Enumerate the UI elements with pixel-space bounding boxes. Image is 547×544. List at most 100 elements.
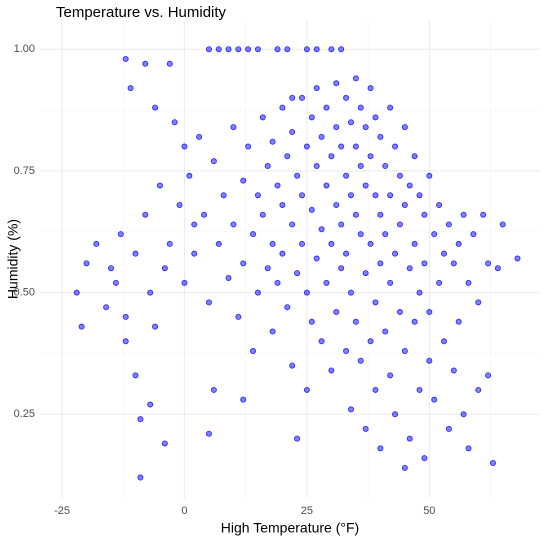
- point: [225, 274, 232, 281]
- point: [441, 250, 448, 257]
- point: [465, 279, 472, 286]
- point: [103, 304, 110, 311]
- point: [377, 260, 384, 267]
- point: [122, 55, 129, 62]
- point: [181, 143, 188, 150]
- point: [362, 124, 369, 131]
- point: [338, 265, 345, 272]
- point: [176, 201, 183, 208]
- point: [480, 211, 487, 218]
- point: [421, 260, 428, 267]
- point: [357, 104, 364, 111]
- point: [499, 221, 506, 228]
- point: [250, 231, 257, 238]
- point: [396, 172, 403, 179]
- point: [421, 211, 428, 218]
- point: [191, 221, 198, 228]
- point: [333, 201, 340, 208]
- point: [401, 464, 408, 471]
- point: [279, 250, 286, 257]
- point: [122, 338, 129, 345]
- point: [186, 172, 193, 179]
- point: [205, 46, 212, 53]
- point: [127, 85, 134, 92]
- point: [205, 299, 212, 306]
- point: [367, 240, 374, 247]
- point: [450, 367, 457, 374]
- point: [284, 46, 291, 53]
- point: [161, 440, 168, 447]
- point: [269, 138, 276, 145]
- point: [152, 104, 159, 111]
- point: [137, 474, 144, 481]
- point: [328, 240, 335, 247]
- point: [406, 435, 413, 442]
- point: [465, 445, 472, 452]
- point: [470, 231, 477, 238]
- point: [387, 104, 394, 111]
- point: [352, 143, 359, 150]
- point: [416, 289, 423, 296]
- y-tick-label: 0.25: [14, 408, 35, 420]
- point: [259, 211, 266, 218]
- y-tick-label: 1.00: [14, 43, 35, 55]
- point: [137, 416, 144, 423]
- point: [367, 338, 374, 345]
- x-axis-title: High Temperature (°F): [221, 520, 359, 536]
- point: [396, 309, 403, 316]
- point: [445, 221, 452, 228]
- point: [338, 143, 345, 150]
- point: [240, 177, 247, 184]
- point: [274, 46, 281, 53]
- point: [279, 201, 286, 208]
- point: [240, 260, 247, 267]
- point: [416, 192, 423, 199]
- point: [514, 255, 521, 262]
- point: [259, 114, 266, 121]
- point: [313, 255, 320, 262]
- point: [142, 211, 149, 218]
- point: [333, 124, 340, 131]
- point: [362, 425, 369, 432]
- y-axis-title: Humidity (%): [5, 219, 21, 299]
- point: [254, 289, 261, 296]
- point: [377, 133, 384, 140]
- point: [274, 279, 281, 286]
- point: [308, 206, 315, 213]
- point: [254, 46, 261, 53]
- point: [426, 172, 433, 179]
- point: [367, 153, 374, 160]
- point: [132, 372, 139, 379]
- point: [494, 265, 501, 272]
- point: [313, 163, 320, 170]
- point: [382, 328, 389, 335]
- point: [367, 85, 374, 92]
- point: [210, 158, 217, 165]
- chart-title: Temperature vs. Humidity: [56, 4, 227, 21]
- point: [142, 60, 149, 67]
- point: [289, 94, 296, 101]
- point: [303, 143, 310, 150]
- point: [377, 445, 384, 452]
- point: [372, 299, 379, 306]
- point: [245, 46, 252, 53]
- point: [205, 430, 212, 437]
- point: [152, 323, 159, 330]
- point: [347, 192, 354, 199]
- point: [343, 94, 350, 101]
- point: [406, 265, 413, 272]
- point: [416, 386, 423, 393]
- point: [289, 128, 296, 135]
- point: [382, 231, 389, 238]
- point: [436, 279, 443, 286]
- point: [343, 347, 350, 354]
- point: [303, 46, 310, 53]
- point: [156, 182, 163, 189]
- point: [264, 163, 271, 170]
- point: [284, 153, 291, 160]
- point: [328, 46, 335, 53]
- point: [254, 192, 261, 199]
- point: [210, 386, 217, 393]
- point: [308, 114, 315, 121]
